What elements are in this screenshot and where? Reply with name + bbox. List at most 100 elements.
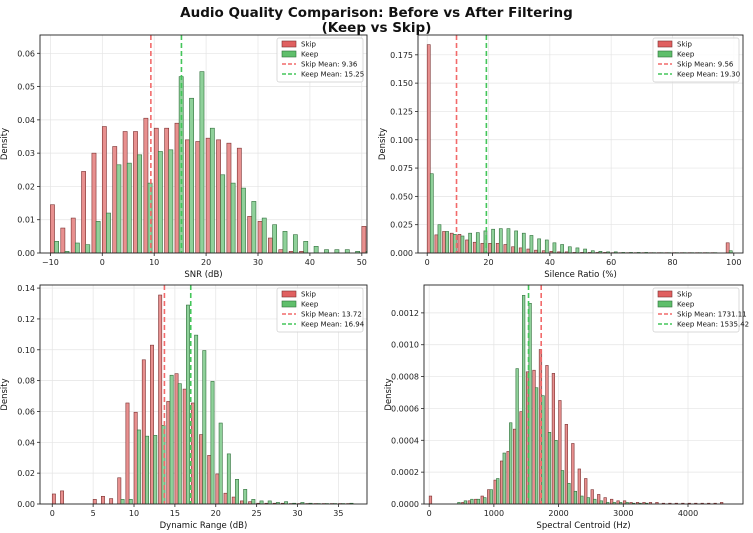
x-tick-label: 100: [726, 258, 741, 267]
y-tick-label: 0.04: [17, 438, 35, 447]
bar-group: [51, 294, 354, 504]
legend-skip-swatch: [657, 290, 673, 298]
x-tick-label: 40: [305, 258, 315, 267]
skip-bar: [158, 294, 163, 504]
skip-bar: [457, 234, 462, 253]
plot-frame: [39, 34, 368, 254]
skip-bar: [493, 479, 497, 504]
skip-bar: [133, 131, 138, 253]
y-tick-label: 0.01: [17, 216, 35, 225]
y-tick-label: 0.00: [17, 500, 35, 509]
y-tick-label: 0.0012: [391, 309, 419, 318]
skip-bar: [199, 434, 203, 504]
keep-bar: [261, 217, 267, 253]
keep-bar: [202, 350, 207, 504]
y-tick-label: 0.000: [390, 249, 413, 258]
y-tick-label: 0.100: [390, 136, 413, 145]
keep-bar: [186, 304, 190, 504]
skip-bar: [60, 227, 66, 253]
keep-bar: [251, 201, 257, 253]
skip-bar: [506, 451, 510, 504]
skip-bar: [141, 359, 146, 504]
skip-bar: [205, 137, 211, 253]
legend: Skip Keep Skip Mean: 1731.11 Keep Mean: 153…: [652, 287, 749, 333]
skip-bar: [519, 411, 523, 504]
x-tick-label: 40: [545, 258, 555, 267]
skip-bar: [153, 127, 159, 253]
skip-bar: [109, 498, 114, 504]
plot-frame: [423, 284, 744, 505]
skip-bar: [488, 243, 492, 253]
legend: Skip Keep Skip Mean: 9.36 Keep Mean: 15.25: [276, 37, 364, 83]
legend-skip-mean-label: Skip Mean: 13.72: [301, 311, 362, 319]
skip-bar: [442, 231, 446, 253]
keep-bar: [483, 497, 487, 504]
legend-keep-label: Keep: [301, 51, 319, 59]
keep-bar: [177, 383, 182, 504]
x-axis-label: Dynamic Range (dB): [160, 521, 248, 531]
keep-bar: [509, 422, 513, 504]
keep-bar: [560, 470, 565, 504]
bar-group: [428, 295, 724, 504]
y-tick-label: 0.050: [390, 192, 413, 201]
keep-bar: [476, 498, 480, 504]
chart-snr: −10 0 10 20 30 40 50 0.00 0.01 0.02 0.03 0.04 0.05 0.…: [0, 34, 368, 280]
skip-bar: [182, 388, 187, 504]
keep-bar: [586, 497, 590, 504]
skip-bar: [164, 127, 170, 253]
y-tick-label: 0.10: [17, 346, 35, 355]
figure-title-line-2: (Keep vs Skip): [322, 20, 432, 36]
y-tick-label: 0.00: [17, 249, 35, 258]
keep-bar: [334, 249, 340, 253]
legend-box: [652, 287, 740, 333]
keep-bar: [470, 498, 474, 504]
x-tick-label: 10: [129, 509, 139, 518]
skip-bar: [257, 221, 263, 253]
x-tick-label: 30: [253, 258, 263, 267]
keep-bar: [136, 429, 141, 504]
legend-keep-mean-label: Keep Mean: 15.25: [301, 71, 364, 79]
skip-bar: [720, 502, 724, 504]
y-tick-label: 0.03: [17, 149, 35, 158]
keep-bar: [491, 228, 495, 253]
legend-skip-swatch: [281, 290, 297, 298]
skip-bar: [174, 373, 179, 504]
x-axis-label: SNR (dB): [184, 270, 222, 280]
keep-bar: [547, 432, 552, 504]
keep-bar: [95, 221, 101, 253]
keep-bar: [429, 173, 434, 253]
keep-bar: [489, 489, 493, 504]
y-tick-label: 0.08: [17, 377, 35, 386]
skip-bar: [577, 468, 581, 504]
y-tick-label: 0.02: [17, 182, 35, 191]
skip-bar: [51, 493, 56, 504]
skip-bar: [487, 489, 491, 504]
keep-bar: [541, 395, 545, 504]
keep-bar: [199, 71, 205, 253]
legend-box: [276, 287, 364, 333]
skip-bar: [207, 455, 212, 504]
y-tick-label: 0.12: [17, 315, 35, 324]
x-tick-label: 4000: [678, 509, 698, 518]
skip-bar: [472, 241, 477, 253]
keep-bar: [74, 242, 80, 253]
keep-bar: [259, 500, 264, 504]
y-tick-label: 0.14: [17, 284, 35, 293]
skip-bar: [495, 243, 500, 253]
keep-bar: [168, 149, 174, 253]
skip-bar: [216, 139, 221, 253]
keep-bar: [580, 495, 584, 504]
y-axis-label: Density: [0, 378, 10, 410]
keep-bar: [145, 435, 150, 504]
keep-bar: [169, 374, 174, 504]
skip-bar: [112, 146, 118, 253]
legend-skip-label: Skip: [677, 291, 692, 299]
keep-bar: [218, 422, 223, 504]
keep-bar: [85, 244, 91, 253]
keep-bar: [235, 479, 239, 504]
plot-frame: [417, 34, 744, 254]
skip-bar: [648, 502, 653, 504]
keep-bar: [521, 232, 526, 253]
x-tick-label: 80: [667, 258, 677, 267]
